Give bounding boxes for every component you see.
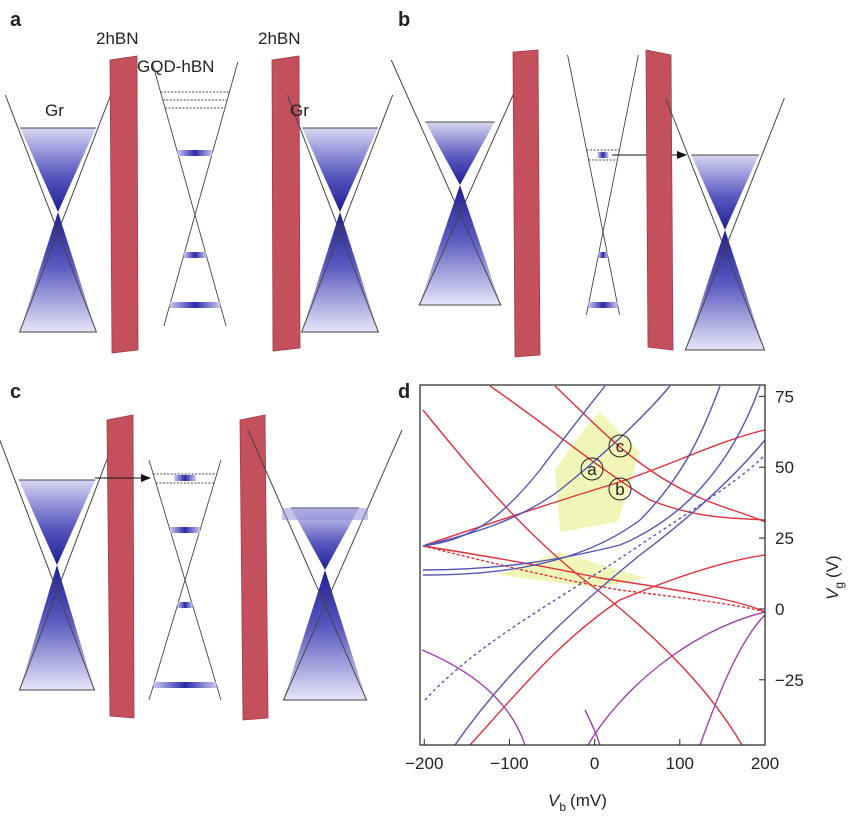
- barrier-label: 2hBN: [96, 29, 139, 48]
- x-tick-label: 0: [590, 754, 599, 773]
- axis-label: Vg (V): [823, 555, 846, 600]
- dot-level: [597, 152, 609, 158]
- conduction-fill: [425, 122, 495, 185]
- panel-label: c: [10, 381, 21, 403]
- dot-level: [170, 527, 200, 533]
- dot-level: [174, 475, 196, 481]
- annotation: b: [615, 480, 624, 499]
- axis-unit: (V): [823, 555, 842, 578]
- conduction-fill: [20, 128, 96, 212]
- annotation-circle: [580, 457, 604, 481]
- conduction-fill: [290, 508, 360, 570]
- dot-level: [153, 682, 217, 688]
- dot-level: [598, 252, 608, 258]
- panel-label: b: [398, 9, 410, 31]
- y-tick-label: 75: [775, 387, 794, 406]
- barrier: [106, 414, 135, 719]
- barrier: [512, 49, 541, 358]
- cone-outline: [0, 424, 121, 691]
- fermi-band: [282, 508, 368, 520]
- x-tick-label: 200: [751, 754, 779, 773]
- dot-outline: [151, 61, 239, 327]
- valence-fill: [19, 565, 95, 690]
- cone-outline: [247, 429, 403, 701]
- axis-symbol: V: [548, 791, 561, 810]
- blue-curves: [422, 385, 766, 746]
- y-tick-label: 0: [775, 600, 784, 619]
- x-tick-label: 100: [666, 754, 694, 773]
- electrode-label: Gr: [45, 101, 64, 120]
- y-tick-label: −25: [775, 671, 804, 690]
- dot-level: [183, 252, 207, 258]
- conduction-fill: [691, 155, 759, 230]
- plot-frame: [419, 384, 766, 746]
- panel-label: d: [398, 381, 410, 403]
- annotation-circle: [608, 434, 632, 458]
- cone-outline: [286, 94, 394, 333]
- y-tick-label: 25: [775, 529, 794, 548]
- electrode-label: Gr: [290, 101, 309, 120]
- annotation: c: [616, 437, 625, 456]
- region: [555, 412, 640, 532]
- dot-level: [588, 302, 618, 308]
- valence-fill: [283, 570, 367, 700]
- panel-label: a: [10, 9, 22, 31]
- axis-symbol: V: [823, 587, 842, 600]
- dot-level: [169, 302, 221, 308]
- barrier: [109, 55, 139, 354]
- barrier: [239, 414, 269, 721]
- barrier: [271, 55, 301, 352]
- barrier: [645, 49, 674, 351]
- purple-curves: [421, 611, 766, 746]
- axis-label: Vb (mV): [548, 791, 607, 814]
- axis-unit: (mV): [570, 791, 607, 810]
- dot-label: GQD-hBN: [137, 57, 214, 76]
- axis-subscript: b: [559, 800, 566, 814]
- valence-fill: [19, 212, 97, 332]
- valence-fill: [685, 230, 765, 350]
- valence-fill: [419, 185, 501, 305]
- axis-subscript: g: [832, 582, 846, 589]
- dot-level: [177, 602, 193, 608]
- cone-outline: [4, 94, 112, 333]
- cone-outline: [390, 59, 530, 306]
- dot-outline: [567, 54, 639, 316]
- y-tick-label: 50: [775, 458, 794, 477]
- cone-outline: [665, 97, 785, 351]
- annotation-circle: [608, 477, 632, 501]
- dot-outline: [148, 459, 222, 701]
- annotation: a: [587, 460, 597, 479]
- x-tick-label: −100: [490, 754, 528, 773]
- conduction-fill: [302, 128, 378, 212]
- valence-fill: [301, 212, 379, 332]
- red-curves: [422, 385, 766, 746]
- schematics: [0, 49, 785, 721]
- conduction-fill: [18, 480, 96, 565]
- x-tick-label: −200: [405, 754, 443, 773]
- dot-level: [177, 150, 213, 156]
- barrier-label: 2hBN: [258, 29, 301, 48]
